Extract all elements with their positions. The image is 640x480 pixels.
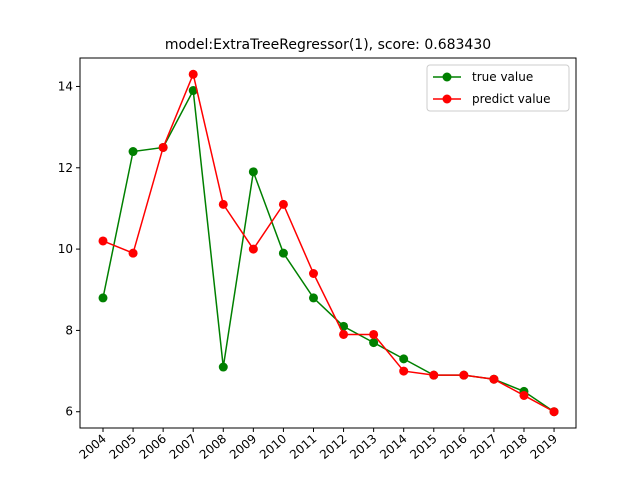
legend-box [426,64,570,112]
legend-marker [442,72,452,82]
data-point-predict-value [128,248,138,258]
data-point-predict-value [489,374,499,384]
data-point-true-value [248,167,258,177]
plot-area [98,69,559,417]
data-point-true-value [278,248,288,258]
data-point-predict-value [549,407,559,417]
data-point-predict-value [308,268,318,278]
data-point-predict-value [399,366,409,376]
legend: true value predict value [426,64,570,112]
data-point-true-value [218,362,228,372]
y-tick-label: 12 [58,161,73,175]
legend-label: true value [472,70,533,84]
data-point-true-value [308,293,318,303]
data-point-predict-value [158,142,168,152]
data-point-predict-value [519,390,529,400]
chart-title: model:ExtraTreeRegressor(1), score: 0.68… [165,37,491,53]
data-point-predict-value [98,236,108,246]
data-point-predict-value [339,329,349,339]
axes-frame [79,57,577,429]
data-point-predict-value [188,69,198,79]
series-line-predict-value [102,71,555,413]
data-point-predict-value [248,244,258,254]
y-axis: 6 8 10 12 14 [58,79,80,419]
data-point-true-value [188,86,198,96]
data-point-predict-value [459,370,469,380]
legend-label: predict value [472,92,551,106]
y-tick-label: 14 [58,79,73,93]
data-point-predict-value [429,370,439,380]
legend-marker [442,94,452,104]
data-point-true-value [128,147,138,157]
y-tick-label: 10 [58,242,73,256]
data-point-predict-value [218,199,228,209]
data-point-true-value [98,293,108,303]
data-point-true-value [399,354,409,364]
data-point-predict-value [369,329,379,339]
y-tick-label: 8 [65,323,73,337]
data-point-true-value [369,338,379,348]
y-tick-label: 6 [65,405,73,419]
data-point-predict-value [278,199,288,209]
